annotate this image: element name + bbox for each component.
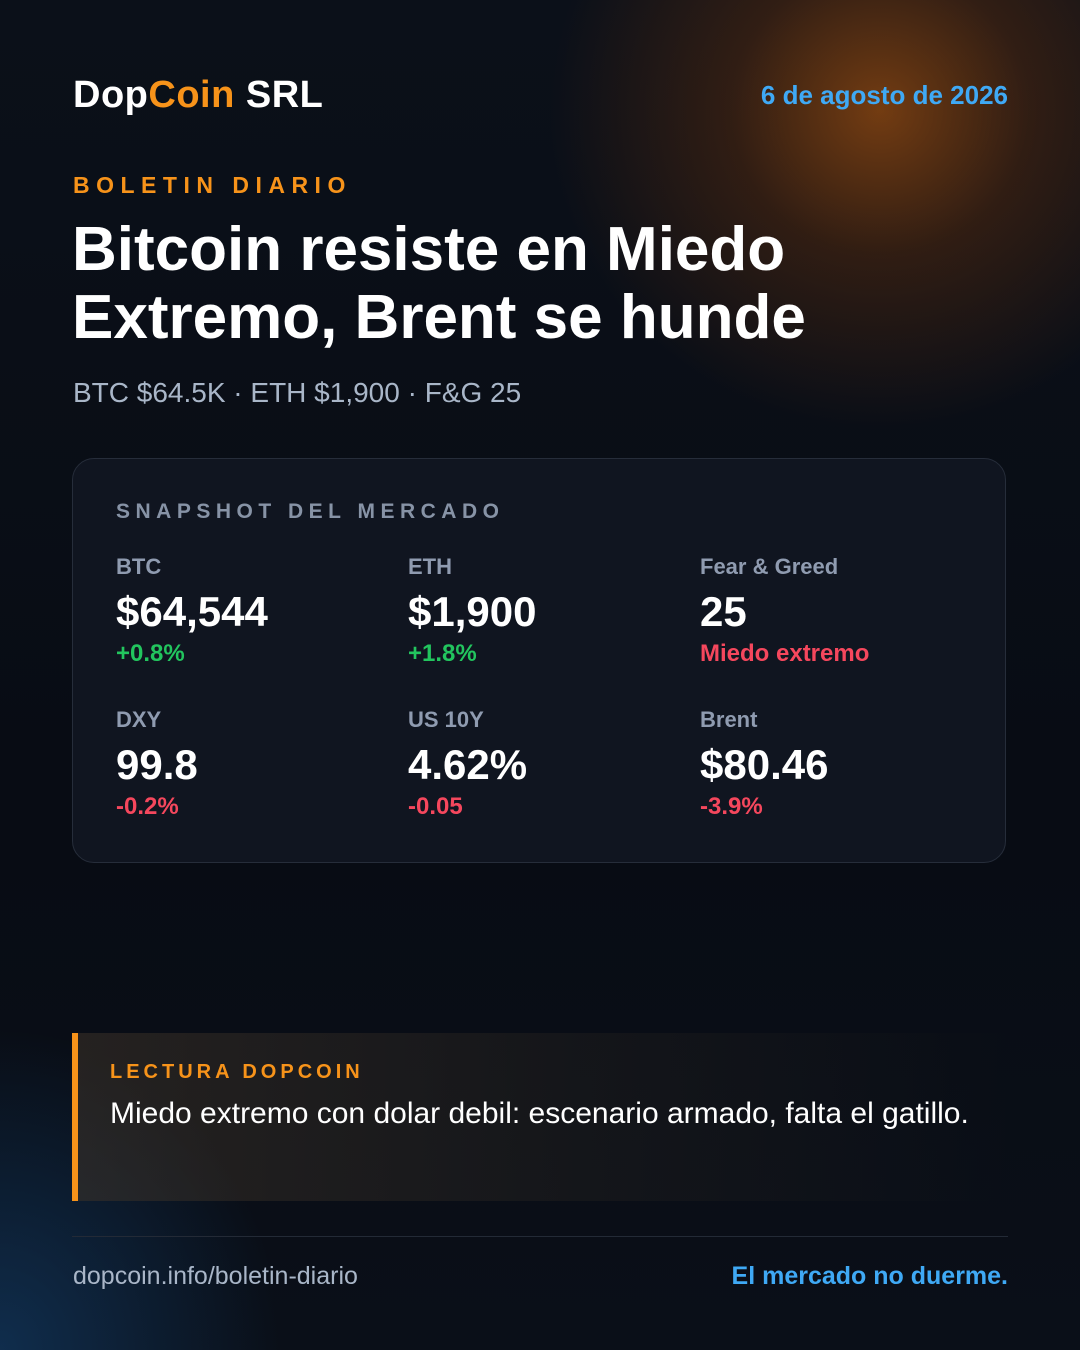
- bulletin-date: 6 de agosto de 2026: [760, 80, 1008, 110]
- metric-label: ETH: [408, 554, 452, 579]
- metric-label: Fear & Greed: [700, 554, 839, 579]
- brand-name-part1: Dop: [73, 74, 149, 116]
- metric-value: 4.62%: [408, 741, 528, 788]
- metric-value: 25: [700, 588, 747, 635]
- bulletin-subline: BTC $64.5K · ETH $1,900 · F&G 25: [73, 377, 522, 408]
- metric-brent: Brent $80.46 -3.9%: [700, 706, 980, 822]
- brand-name-part3: SRL: [234, 74, 324, 116]
- metric-change: +0.8%: [116, 640, 185, 667]
- metric-btc: BTC $64,544 +0.8%: [116, 553, 396, 669]
- brand-logo: DopCoin SRL: [73, 72, 323, 118]
- dopcoin-reading-callout: LECTURA DOPCOIN Miedo extremo con dolar …: [72, 1033, 1008, 1201]
- reading-text: Miedo extremo con dolar debil: escenario…: [110, 1097, 969, 1130]
- footer-url-link[interactable]: dopcoin.info/boletin-diario: [73, 1262, 358, 1290]
- metric-change: -0.05: [408, 793, 463, 820]
- metric-value: $1,900: [408, 588, 537, 635]
- metric-fear-greed: Fear & Greed 25 Miedo extremo: [700, 553, 980, 669]
- metric-change: -0.2%: [116, 793, 179, 820]
- metric-change: -3.9%: [700, 793, 763, 820]
- metric-label: BTC: [116, 554, 162, 579]
- metric-us10y: US 10Y 4.62% -0.05: [408, 706, 688, 822]
- footer-tagline: El mercado no duerme.: [731, 1262, 1008, 1290]
- metric-change: Miedo extremo: [700, 640, 870, 667]
- snapshot-title: SNAPSHOT DEL MERCADO: [116, 500, 505, 523]
- metric-label: Brent: [700, 707, 758, 732]
- market-snapshot-card: SNAPSHOT DEL MERCADO BTC $64,544 +0.8% E…: [72, 458, 1006, 863]
- metric-label: US 10Y: [408, 707, 484, 732]
- metric-value: $80.46: [700, 741, 829, 788]
- metric-label: DXY: [116, 707, 162, 732]
- metric-change: +1.8%: [408, 640, 477, 667]
- metric-value: 99.8: [116, 741, 198, 788]
- metric-value: $64,544: [116, 588, 268, 635]
- footer-divider: [72, 1236, 1008, 1237]
- brand-name-part2: Coin: [148, 74, 235, 116]
- bulletin-headline: Bitcoin resiste en Miedo Extremo, Brent …: [72, 215, 806, 352]
- reading-title: LECTURA DOPCOIN: [110, 1061, 364, 1083]
- metric-dxy: DXY 99.8 -0.2%: [116, 706, 396, 822]
- bulletin-kicker: BOLETIN DIARIO: [73, 172, 352, 198]
- metric-eth: ETH $1,900 +1.8%: [408, 553, 688, 669]
